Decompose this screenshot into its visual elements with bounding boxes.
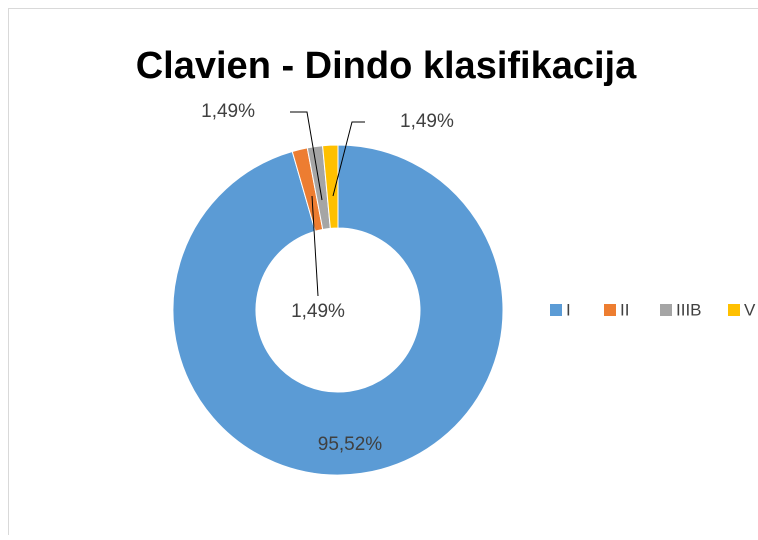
legend-swatch [604, 304, 616, 316]
chart-title: Clavien - Dindo klasifikacija [136, 45, 637, 87]
data-label: 95,52% [318, 434, 383, 455]
legend-label: IIIB [676, 300, 702, 319]
legend-swatch [660, 304, 672, 316]
data-label: 1,49% [400, 111, 454, 132]
legend-label: II [620, 300, 629, 319]
data-label: 1,49% [201, 101, 255, 122]
legend-swatch [728, 304, 740, 316]
legend-swatch [550, 304, 562, 316]
data-label: 1,49% [291, 301, 345, 322]
legend-label: V [744, 300, 756, 319]
legend-label: I [566, 300, 571, 319]
